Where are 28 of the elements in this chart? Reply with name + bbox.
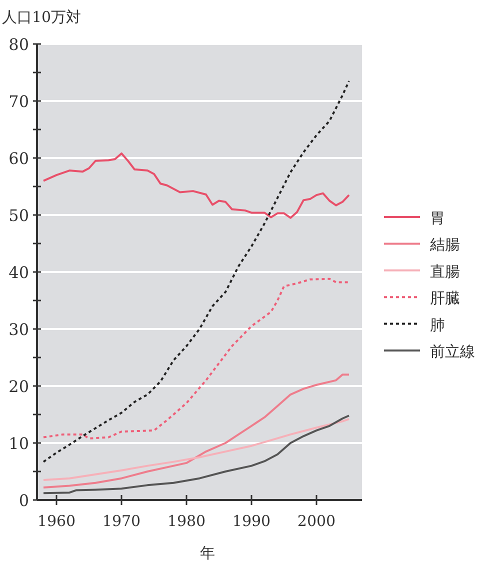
y-tick-label: 20: [8, 377, 29, 396]
line-series: [42, 278, 350, 440]
y-tick-label: 60: [8, 149, 29, 168]
legend-label: 胃: [430, 209, 445, 227]
legend-label: 前立線: [430, 342, 475, 360]
x-axis-title: 年: [200, 544, 215, 562]
legend-label: 肺: [430, 316, 445, 334]
y-tick-label: 50: [8, 206, 29, 225]
x-tick-label: 2000: [297, 512, 336, 530]
line-series: [42, 152, 350, 219]
x-tick-label: 1970: [102, 512, 141, 530]
line-series: [42, 80, 350, 463]
y-tick-label: 0: [18, 491, 29, 510]
x-tick-label: 1980: [167, 512, 206, 530]
line-series: [42, 414, 350, 494]
line-series: [42, 374, 350, 488]
x-tick-label: 1990: [232, 512, 271, 530]
y-tick-label: 40: [8, 263, 29, 282]
line-series: [42, 418, 350, 482]
legend-label: 肝臓: [430, 289, 460, 308]
legend-label: 結腸: [429, 236, 460, 254]
y-tick-label: 10: [8, 434, 29, 453]
y-axis-title: 人口10万対: [2, 8, 82, 26]
y-tick-label: 80: [8, 35, 29, 54]
y-tick-label: 70: [8, 92, 29, 111]
y-tick-label: 30: [8, 320, 29, 339]
x-tick-label: 1960: [37, 512, 76, 530]
legend-label: 直腸: [430, 262, 460, 280]
